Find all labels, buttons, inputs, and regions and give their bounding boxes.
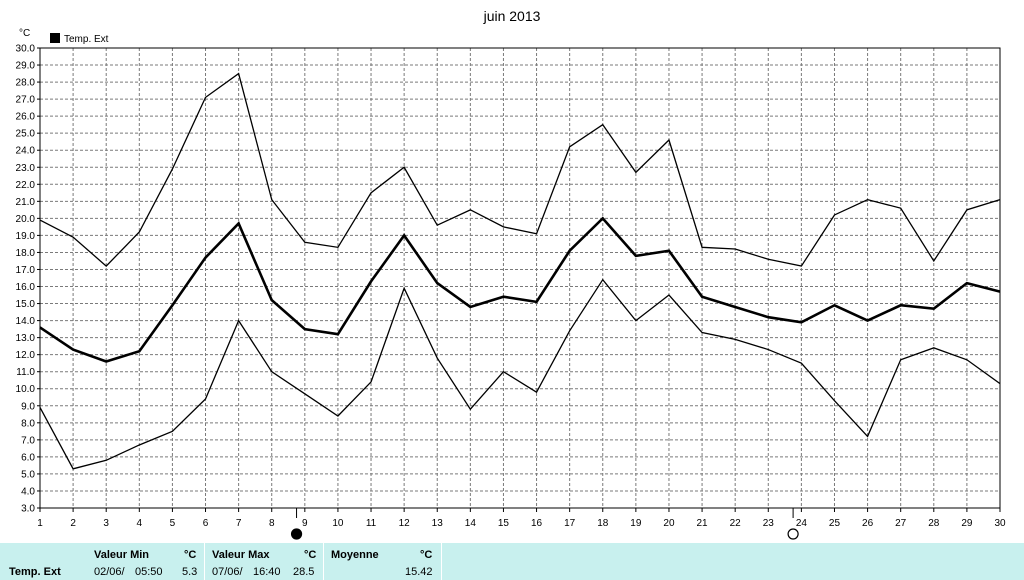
y-tick-label: 13.0	[16, 333, 36, 344]
y-tick-label: 8.0	[21, 418, 35, 429]
x-tick-label: 9	[302, 518, 308, 529]
y-tick-label: 12.0	[16, 350, 36, 361]
x-tick-label: 3	[103, 518, 109, 529]
full-moon-icon	[787, 528, 799, 540]
y-tick-label: 5.0	[21, 469, 35, 480]
y-tick-label: 21.0	[16, 197, 36, 208]
x-tick-label: 27	[895, 518, 907, 529]
y-tick-label: 19.0	[16, 231, 36, 242]
y-tick-label: 28.0	[16, 78, 36, 89]
y-tick-label: 24.0	[16, 146, 36, 157]
legend-label: Temp. Ext	[64, 34, 109, 45]
x-tick-label: 14	[465, 518, 477, 529]
stats-row-label: Temp. Ext	[9, 566, 61, 578]
stats-table: Temp. Ext Valeur Min °C 02/06/ 05:50 5.3…	[0, 543, 1024, 580]
x-tick-label: 1	[37, 518, 43, 529]
y-tick-label: 10.0	[16, 384, 36, 395]
y-tick-label: 9.0	[21, 401, 35, 412]
y-tick-label: 11.0	[16, 367, 35, 378]
x-tick-label: 4	[137, 518, 143, 529]
y-axis: 3.0 4.0 5.0 6.0 7.0 8.0 9.0 10.0 11.0 12.0 13.0 14.…	[16, 44, 40, 515]
y-tick-label: 25.0	[16, 129, 36, 140]
x-tick-label: 23	[763, 518, 775, 529]
plot-frame	[39, 47, 1001, 509]
y-tick-label: 14.0	[16, 316, 36, 327]
x-tick-label: 16	[531, 518, 543, 529]
stats-separator	[441, 543, 442, 580]
stats-separator	[204, 543, 205, 580]
x-tick-label: 26	[862, 518, 874, 529]
x-tick-label: 5	[170, 518, 176, 529]
y-tick-label: 23.0	[16, 163, 36, 174]
y-tick-label: 27.0	[16, 95, 36, 106]
x-tick-label: 25	[829, 518, 841, 529]
x-tick-label: 17	[564, 518, 576, 529]
min-header: Valeur Min	[94, 549, 150, 561]
x-tick-label: 24	[796, 518, 808, 529]
y-tick-label: 22.0	[16, 180, 36, 191]
y-tick-label: 3.0	[21, 504, 35, 515]
chart-title: juin 2013	[483, 8, 541, 24]
y-tick-label: 6.0	[21, 452, 35, 463]
x-tick-label: 2	[70, 518, 76, 529]
y-unit-label: °C	[19, 28, 30, 39]
max-header: Valeur Max	[212, 549, 270, 561]
avg-unit: °C	[420, 549, 433, 561]
min-date: 02/06/	[94, 566, 125, 578]
x-tick-label: 8	[269, 518, 275, 529]
y-tick-label: 26.0	[16, 112, 36, 123]
x-tick-label: 30	[994, 518, 1006, 529]
y-tick-label: 7.0	[21, 435, 35, 446]
x-tick-label: 29	[961, 518, 973, 529]
y-tick-label: 20.0	[16, 214, 36, 225]
y-tick-label: 15.0	[16, 299, 36, 310]
new-moon-icon	[290, 528, 303, 540]
x-tick-label: 21	[697, 518, 709, 529]
x-tick-label: 12	[399, 518, 411, 529]
x-tick-label: 28	[928, 518, 940, 529]
x-tick-label: 18	[597, 518, 609, 529]
x-tick-label: 7	[236, 518, 242, 529]
max-unit: °C	[304, 549, 317, 561]
y-tick-label: 18.0	[16, 248, 36, 259]
x-tick-label: 20	[663, 518, 675, 529]
min-value: 5.3	[182, 566, 198, 578]
avg-header: Moyenne	[331, 549, 379, 561]
series-line-max	[39, 72, 1001, 267]
series-line-min	[39, 278, 1001, 470]
x-tick-label: 6	[203, 518, 209, 529]
max-value: 28.5	[293, 566, 315, 578]
x-axis: 1 2 3 4 5 6 7 8 9 10 11 12 13 14 15 16 17 18 19 20 21 22 23 24 2…	[37, 508, 1006, 529]
min-time: 05:50	[135, 566, 163, 578]
y-tick-label: 4.0	[21, 486, 35, 497]
grid	[40, 48, 1000, 508]
avg-value: 15.42	[405, 566, 433, 578]
max-time: 16:40	[253, 566, 281, 578]
series-layer	[39, 72, 1001, 470]
min-unit: °C	[184, 549, 197, 561]
series-line-avg	[39, 216, 1001, 363]
x-tick-label: 10	[332, 518, 344, 529]
y-tick-label: 30.0	[16, 44, 36, 55]
y-tick-label: 29.0	[16, 61, 36, 72]
x-tick-label: 19	[630, 518, 642, 529]
x-tick-label: 11	[366, 518, 377, 529]
x-tick-label: 13	[432, 518, 444, 529]
y-tick-label: 16.0	[16, 282, 36, 293]
legend-swatch	[50, 33, 60, 43]
stats-separator	[323, 543, 324, 580]
moon-markers	[290, 508, 799, 540]
y-tick-label: 17.0	[16, 265, 36, 276]
temperature-chart: juin 2013 °C Temp. Ext 3.0 4.0 5.0 6.0 7.0 8.…	[16, 8, 1006, 540]
x-tick-label: 15	[498, 518, 510, 529]
x-tick-label: 22	[730, 518, 742, 529]
max-date: 07/06/	[212, 566, 243, 578]
